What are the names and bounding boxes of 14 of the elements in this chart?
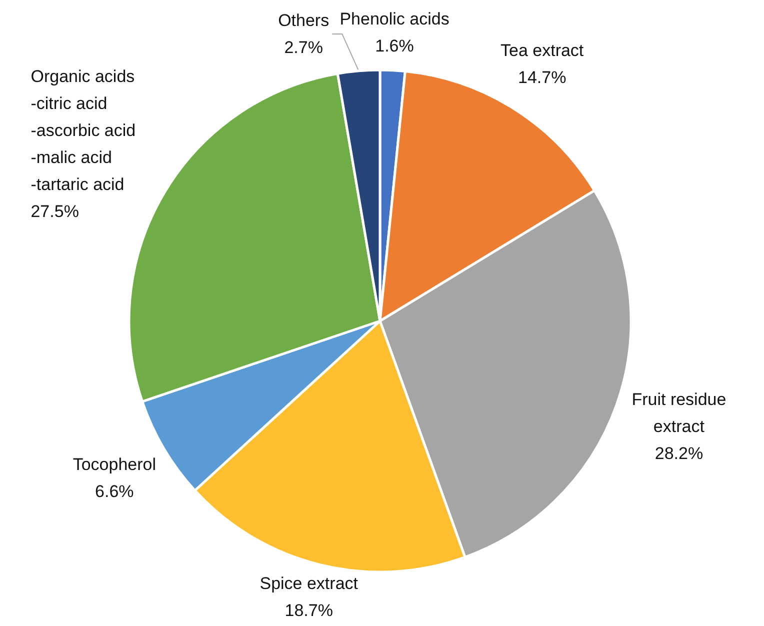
slice-label: Tea extract: [500, 40, 584, 60]
data-label: 18.7%: [284, 601, 333, 620]
data-label: 14.7%: [518, 68, 566, 87]
data-label: 2.7%: [284, 38, 323, 57]
data-label: 28.2%: [654, 444, 704, 464]
slice-label: Phenolic acids: [340, 10, 450, 29]
data-label: 6.6%: [95, 482, 134, 502]
slice-label: Organic acids -citric acid -ascorbic acid -malic acid -tartaric acid: [30, 67, 136, 194]
slice-label: Spice extract: [260, 574, 358, 593]
data-label: 27.5%: [30, 202, 79, 222]
slice-label: Fruit residue extract: [632, 390, 726, 436]
slice-label: Tocopherol: [72, 455, 156, 474]
data-label: 1.6%: [375, 36, 414, 56]
slice-label: Others: [278, 10, 330, 30]
